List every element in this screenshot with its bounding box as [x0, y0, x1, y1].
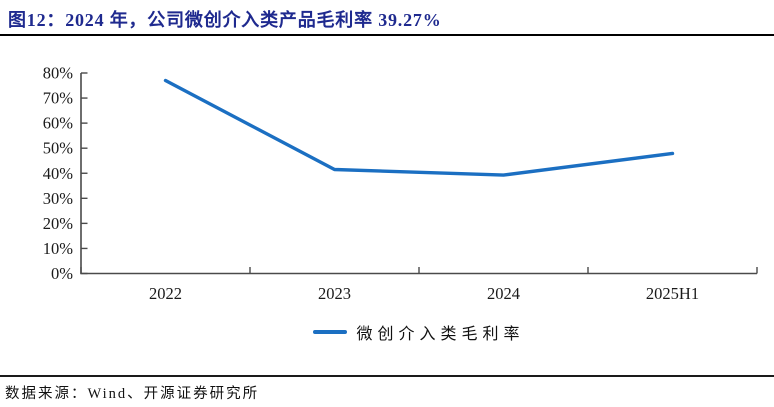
y-axis-label: 40%: [43, 164, 74, 183]
y-axis-ticks: [81, 72, 88, 275]
y-axis-label: 20%: [43, 214, 74, 233]
legend-label: 微创介入类毛利率: [356, 326, 525, 343]
x-axis-ticks: [80, 267, 758, 274]
source-divider: [0, 375, 774, 377]
y-axis-label: 10%: [43, 239, 74, 258]
y-axis-label: 0%: [51, 264, 73, 283]
x-axis-labels: 2022 2023 2024 2025H1: [149, 284, 699, 303]
y-axis-label: 80%: [43, 64, 74, 83]
y-axis-label: 30%: [43, 189, 74, 208]
y-axis-labels: 0% 10% 20% 30% 40% 50% 60% 70% 80%: [43, 64, 74, 284]
figure-title: 图12：2024 年，公司微创介入类产品毛利率 39.27%: [8, 10, 442, 30]
x-axis-label: 2025H1: [646, 284, 699, 303]
x-axis-label: 2024: [487, 284, 520, 303]
series-line: [163, 78, 675, 177]
x-axis-label: 2023: [318, 284, 351, 303]
y-axis-label: 60%: [43, 114, 74, 133]
x-axis-label: 2022: [149, 284, 182, 303]
y-axis-label: 70%: [43, 89, 74, 108]
chart-series: [163, 78, 675, 177]
y-axis-label: 50%: [43, 139, 74, 158]
title-divider: [0, 34, 774, 36]
line-chart: 0%10%20%30%40%50%60%70%80% 2022 2023 2024 2…: [43, 64, 758, 303]
legend-line-swatch: [313, 330, 348, 334]
chart-legend: 微创介入类毛利率: [81, 322, 757, 343]
data-source-note: 数据来源：Wind、开源证券研究所: [5, 386, 260, 402]
